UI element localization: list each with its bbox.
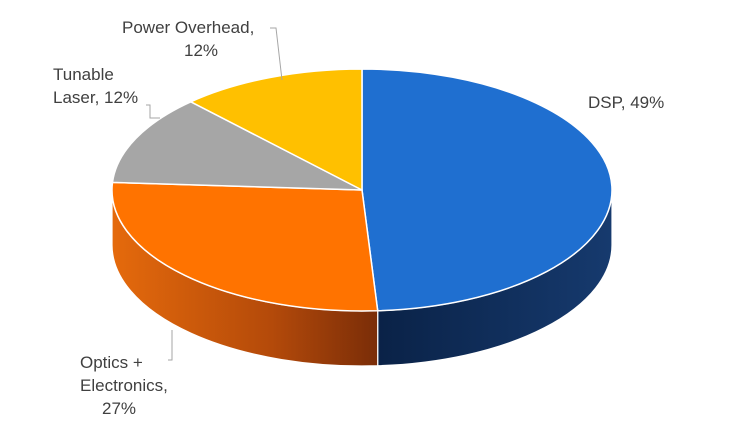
leader-line-tunable-laser <box>146 104 160 119</box>
pie-slice-power-overhead <box>190 68 363 191</box>
leader-line-power-overhead <box>270 27 283 81</box>
data-label-power-overhead: Power Overhead, 12% <box>122 18 254 60</box>
pie-slice-optics-electronics <box>111 181 379 312</box>
pie-slice-tunable-laser <box>111 101 363 191</box>
pie-slice-dsp <box>361 68 613 312</box>
data-label-dsp: DSP, 49% <box>588 93 664 112</box>
data-label-tunable-laser: Tunable Laser, 12% <box>53 65 138 107</box>
leader-line-optics-electronics <box>168 330 173 361</box>
data-label-optics-electronics: Optics + Electronics, 27% <box>80 353 168 418</box>
